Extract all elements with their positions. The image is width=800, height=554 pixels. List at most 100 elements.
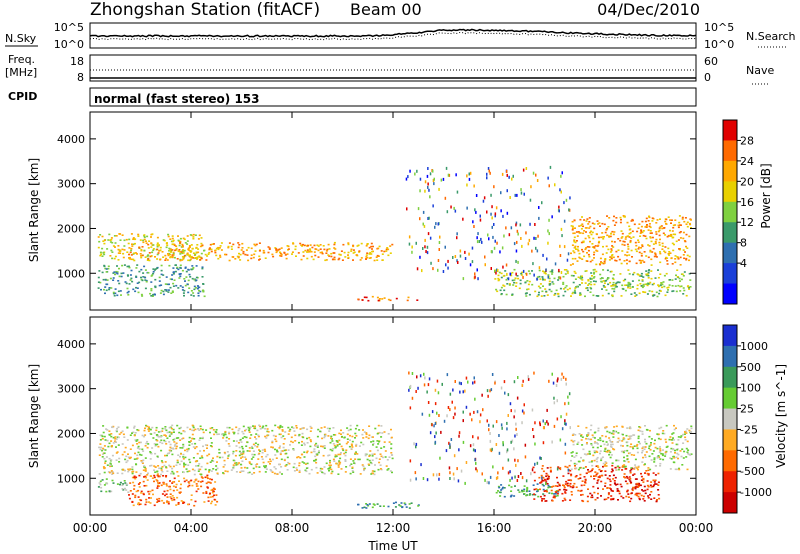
echo-cell xyxy=(639,430,642,432)
echo-cell xyxy=(154,285,157,288)
echo-cell xyxy=(175,437,178,439)
echo-cell xyxy=(439,456,441,460)
echo-cell xyxy=(513,281,516,284)
echo-cell xyxy=(456,190,459,194)
echo-cell xyxy=(171,243,174,246)
echo-cell xyxy=(429,236,432,240)
echo-cell xyxy=(392,502,395,504)
echo-cell xyxy=(115,438,118,440)
echo-cell xyxy=(673,243,675,246)
echo-cell xyxy=(507,393,510,397)
echo-cell xyxy=(596,250,599,252)
echo-cell xyxy=(164,461,167,463)
echo-cell xyxy=(490,388,493,392)
echo-cell xyxy=(619,273,622,275)
echo-cell xyxy=(626,455,629,457)
echo-cell xyxy=(220,242,223,244)
echo-cell xyxy=(149,465,152,467)
echo-cell xyxy=(103,242,106,245)
echo-cell xyxy=(521,476,524,480)
echo-cell xyxy=(111,479,114,482)
echo-cell xyxy=(641,245,644,248)
echo-cell xyxy=(363,296,366,299)
echo-cell xyxy=(609,281,612,284)
echo-cell xyxy=(650,442,652,444)
echo-cell xyxy=(350,463,353,465)
echo-cell xyxy=(630,435,633,437)
echo-cell xyxy=(204,468,207,471)
echo-cell xyxy=(635,494,638,497)
echo-cell xyxy=(623,473,626,475)
echo-cell xyxy=(211,427,214,429)
echo-cell xyxy=(632,273,635,276)
echo-cell xyxy=(354,432,357,435)
echo-cell xyxy=(267,431,270,433)
echo-cell xyxy=(629,435,632,438)
echo-cell xyxy=(340,429,342,432)
echo-cell xyxy=(592,237,595,240)
echo-cell xyxy=(623,450,626,452)
echo-cell xyxy=(369,251,372,254)
echo-cell xyxy=(141,279,144,282)
echo-cell xyxy=(495,476,498,480)
echo-cell xyxy=(179,487,182,490)
echo-cell xyxy=(516,240,518,244)
xtick-label: 12:00 xyxy=(376,521,411,535)
echo-cell xyxy=(399,505,402,507)
echo-cell xyxy=(456,259,458,263)
echo-cell xyxy=(592,446,595,449)
echo-cell xyxy=(262,461,265,464)
echo-cell xyxy=(265,468,268,470)
echo-cell xyxy=(133,458,136,460)
echo-cell xyxy=(191,265,194,267)
echo-cell xyxy=(173,243,176,246)
echo-cell xyxy=(604,259,607,261)
echo-cell xyxy=(138,474,141,477)
echo-cell xyxy=(121,430,124,432)
echo-cell xyxy=(309,248,311,250)
echo-cell xyxy=(349,472,352,475)
echo-cell xyxy=(306,450,309,453)
echo-cell xyxy=(114,436,117,438)
echo-cell xyxy=(423,372,425,376)
echo-cell xyxy=(116,271,119,273)
echo-cell xyxy=(626,490,629,493)
echo-cell xyxy=(437,268,439,272)
echo-cell xyxy=(640,272,643,275)
echo-cell xyxy=(552,283,555,285)
echo-cell xyxy=(502,265,504,269)
echo-cell xyxy=(297,456,300,458)
echo-cell xyxy=(376,449,379,452)
echo-cell xyxy=(306,428,309,431)
echo-cell xyxy=(513,380,516,384)
echo-cell xyxy=(373,453,376,455)
echo-cell xyxy=(657,269,659,271)
echo-cell xyxy=(582,460,585,462)
echo-cell xyxy=(138,441,141,444)
echo-cell xyxy=(578,433,581,435)
echo-cell xyxy=(551,281,554,283)
echo-cell xyxy=(168,441,171,443)
echo-cell xyxy=(279,426,281,428)
echo-cell xyxy=(483,196,486,200)
echo-cell xyxy=(108,442,111,445)
echo-cell xyxy=(561,234,563,238)
echo-cell xyxy=(593,227,596,230)
echo-cell xyxy=(621,440,624,442)
echo-cell xyxy=(191,484,194,487)
echo-cell xyxy=(577,489,580,492)
echo-cell xyxy=(513,447,515,451)
echo-cell xyxy=(271,253,274,256)
echo-cell xyxy=(387,505,390,508)
echo-cell xyxy=(273,472,276,475)
echo-cell xyxy=(102,240,105,242)
echo-cell xyxy=(192,429,195,432)
echo-cell xyxy=(147,472,149,475)
echo-cell xyxy=(158,244,160,246)
echo-cell xyxy=(390,454,393,456)
echo-cell xyxy=(675,290,678,293)
echo-cell xyxy=(265,437,268,439)
echo-cell xyxy=(613,448,616,451)
echo-cell xyxy=(186,448,189,451)
echo-cell xyxy=(119,250,122,252)
